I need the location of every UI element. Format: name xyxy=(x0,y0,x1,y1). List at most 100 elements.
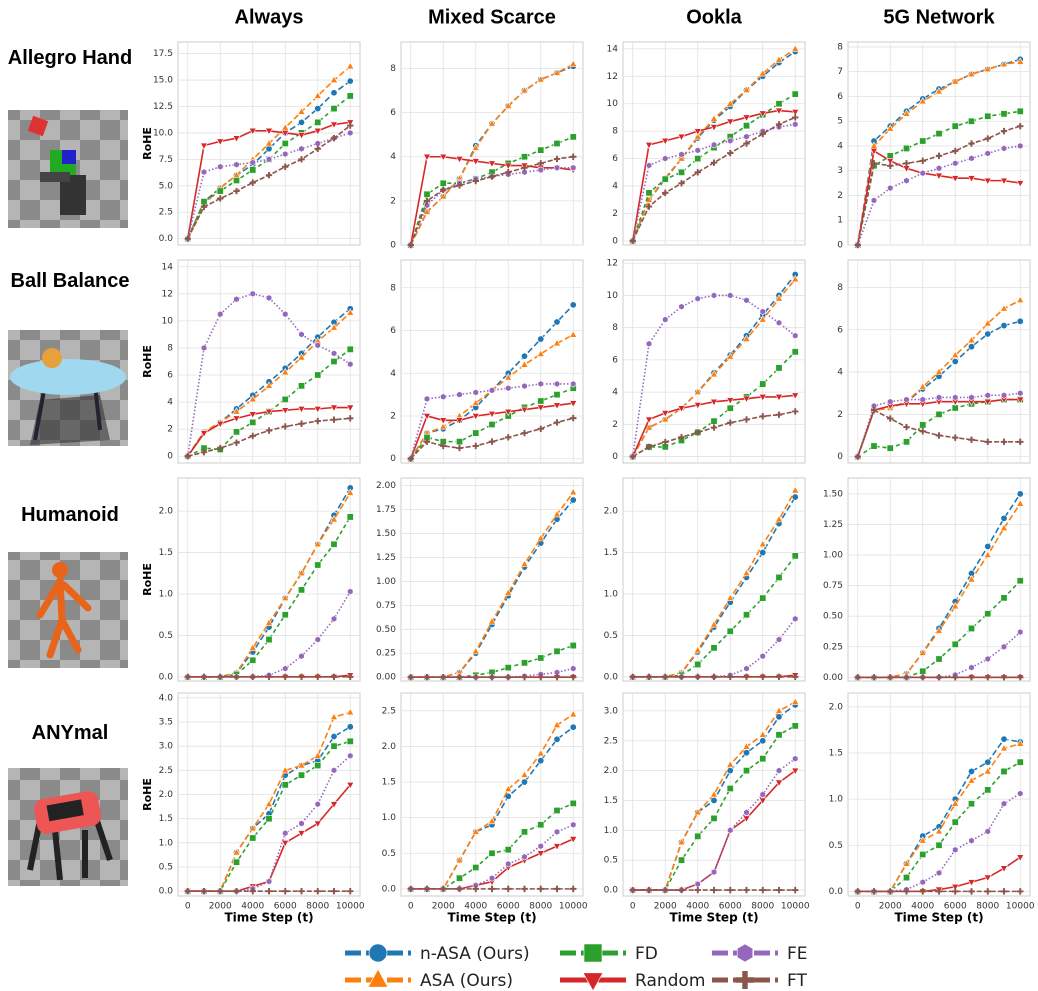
marker xyxy=(969,664,975,670)
y-tick-label: 0.50 xyxy=(823,612,843,622)
marker xyxy=(217,311,223,317)
y-tick-label: 0.75 xyxy=(823,581,843,591)
row-label: Allegro Hand xyxy=(5,45,135,72)
y-tick-label: 4 xyxy=(612,182,618,192)
marker xyxy=(315,372,321,378)
marker xyxy=(298,383,304,389)
marker xyxy=(727,785,733,791)
marker xyxy=(920,668,926,674)
marker xyxy=(1017,790,1023,796)
y-tick-label: 1.0 xyxy=(604,590,619,600)
marker xyxy=(266,295,272,301)
marker xyxy=(776,767,782,773)
y-tick-label: 15.0 xyxy=(153,76,173,86)
marker xyxy=(315,562,321,568)
y-tick-label: 4.0 xyxy=(159,693,174,703)
marker xyxy=(234,161,240,167)
y-tick-label: 17.5 xyxy=(153,49,173,59)
marker xyxy=(570,822,576,828)
y-tick-label: 1.25 xyxy=(376,553,396,563)
y-tick-label: 0.0 xyxy=(159,887,174,897)
marker xyxy=(521,829,527,835)
marker xyxy=(1017,318,1023,324)
y-tick-label: 12 xyxy=(162,289,173,299)
marker xyxy=(985,331,991,337)
y-tick-label: 1.5 xyxy=(382,778,396,788)
y-tick-label: 2.0 xyxy=(829,702,844,712)
y-tick-label: 5.0 xyxy=(159,181,174,191)
y-tick-label: 8 xyxy=(612,323,618,333)
marker xyxy=(554,736,560,742)
marker xyxy=(298,772,304,778)
y-tick-label: 4 xyxy=(390,369,396,379)
y-tick-label: 0.25 xyxy=(376,649,396,659)
y-tick-label: 1.25 xyxy=(823,520,843,530)
marker xyxy=(250,291,256,297)
marker xyxy=(968,118,974,124)
y-tick-label: 1.50 xyxy=(376,529,396,539)
marker xyxy=(711,645,717,651)
y-tick-label: 2 xyxy=(390,196,396,206)
y-tick-label: 6 xyxy=(167,371,173,381)
marker xyxy=(201,169,207,175)
marker xyxy=(570,165,576,171)
y-tick-label: 10 xyxy=(162,316,174,326)
y-tick-label: 10 xyxy=(607,99,619,109)
marker xyxy=(456,438,462,444)
marker xyxy=(473,430,479,436)
marker xyxy=(792,723,798,729)
y-tick-label: 4 xyxy=(167,398,173,408)
y-tick-label: 0 xyxy=(167,452,173,462)
y-tick-label: 1.75 xyxy=(376,505,396,515)
marker xyxy=(776,574,782,580)
marker xyxy=(347,724,353,730)
y-tick-label: 0.75 xyxy=(376,601,396,611)
marker xyxy=(903,439,909,445)
y-axis-label: RoHE xyxy=(141,127,154,160)
marker xyxy=(521,154,527,160)
chart: n-ASA (Ours)ASA (Ours)FDRandomFEFT Alway… xyxy=(0,0,1038,991)
y-tick-label: 1.0 xyxy=(604,826,619,836)
x-axis-label: Time Step (t) xyxy=(669,911,758,925)
marker xyxy=(315,342,321,348)
marker xyxy=(521,779,527,785)
y-tick-label: 4 xyxy=(612,388,618,398)
y-tick-label: 2 xyxy=(612,420,618,430)
y-tick-label: 2 xyxy=(390,411,396,421)
marker xyxy=(250,419,256,425)
y-tick-label: 8 xyxy=(390,283,396,293)
marker xyxy=(505,861,511,867)
marker xyxy=(792,553,798,559)
y-tick-label: 2.5 xyxy=(159,766,173,776)
x-axis-label: Time Step (t) xyxy=(224,911,313,925)
panel: 0.000.250.500.751.001.251.50 xyxy=(823,478,1030,683)
marker xyxy=(985,150,991,156)
marker xyxy=(936,842,942,848)
marker xyxy=(347,346,353,352)
y-tick-label: 1.5 xyxy=(604,796,618,806)
marker xyxy=(1017,578,1023,584)
y-tick-label: 7 xyxy=(837,67,843,77)
marker xyxy=(776,636,782,642)
legend-label: FT xyxy=(787,971,807,991)
y-tick-label: 6 xyxy=(837,325,843,335)
marker xyxy=(369,944,387,962)
marker xyxy=(662,155,668,161)
marker xyxy=(727,628,733,634)
marker xyxy=(457,391,463,397)
marker xyxy=(1017,143,1023,149)
y-tick-label: 0.50 xyxy=(376,625,396,635)
marker xyxy=(920,422,926,428)
row-label: Humanoid xyxy=(5,502,135,529)
marker xyxy=(347,93,353,99)
marker xyxy=(282,665,288,671)
x-tick-label: 0 xyxy=(630,902,636,912)
y-tick-label: 0.0 xyxy=(159,234,174,244)
marker xyxy=(554,391,560,397)
marker xyxy=(570,800,576,806)
marker xyxy=(678,857,684,863)
y-tick-label: 0.5 xyxy=(829,841,843,851)
y-tick-label: 6 xyxy=(390,108,396,118)
marker xyxy=(904,396,910,402)
marker xyxy=(538,381,544,387)
